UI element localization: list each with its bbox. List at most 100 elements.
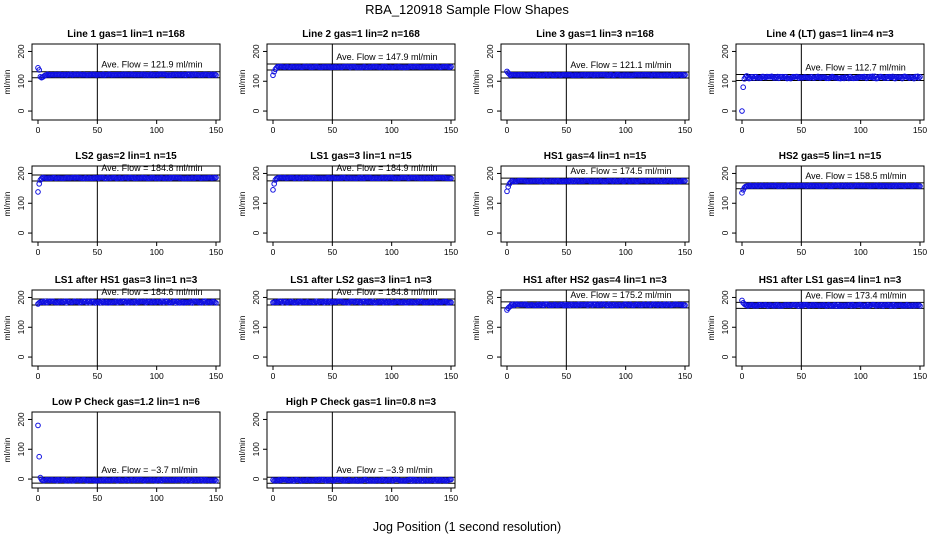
y-axis-label: ml/min — [706, 315, 716, 340]
x-tick-label: 50 — [328, 125, 338, 135]
x-tick-label: 100 — [619, 247, 633, 257]
x-tick-label: 0 — [36, 125, 41, 135]
y-axis-label: ml/min — [2, 315, 12, 340]
figure-x-axis-title: Jog Position (1 second resolution) — [373, 520, 561, 534]
panel-2: Line 2 gas=1 lin=2 n=168 0 100 200 ml/min 0 50… — [237, 29, 458, 135]
y-tick-label: 0 — [720, 354, 730, 359]
average-label: Ave. Flow = 121.9 ml/min — [101, 60, 202, 70]
x-tick-label: 150 — [444, 125, 458, 135]
y-tick-label: 100 — [720, 320, 730, 334]
x-tick-label: 150 — [444, 371, 458, 381]
average-label: Ave. Flow = 175.2 ml/min — [570, 290, 671, 300]
data-point — [504, 188, 510, 195]
x-tick-label: 100 — [150, 247, 164, 257]
data-point — [37, 73, 44, 80]
x-tick-label: 150 — [444, 493, 458, 503]
y-tick-label: 200 — [251, 412, 261, 426]
average-label: Ave. Flow = 112.7 ml/min — [805, 62, 905, 72]
x-tick-label: 100 — [385, 493, 399, 503]
y-tick-label: 200 — [485, 166, 495, 180]
data-point — [270, 72, 276, 79]
x-tick-label: 0 — [505, 247, 510, 257]
data-point — [35, 422, 41, 429]
data-point — [682, 302, 688, 309]
y-tick-label: 0 — [16, 108, 26, 113]
y-tick-label: 0 — [720, 230, 730, 235]
plot-frame — [735, 289, 925, 367]
panel-title: Line 4 (LT) gas=1 lin=4 n=3 — [766, 29, 894, 40]
figure-title: RBA_120918 Sample Flow Shapes — [365, 2, 569, 17]
x-tick-label: 50 — [328, 371, 338, 381]
y-axis-label: ml/min — [2, 69, 12, 94]
y-tick-label: 0 — [485, 354, 495, 359]
x-tick-label: 100 — [854, 371, 868, 381]
data-point — [740, 84, 746, 91]
y-tick-label: 200 — [720, 44, 730, 58]
x-tick-label: 0 — [36, 493, 41, 503]
panel-5: LS2 gas=2 lin=1 n=15 0 100 200 ml/min 0 50 100 1… — [2, 151, 223, 257]
average-label: Ave. Flow = 147.9 ml/min — [336, 52, 437, 62]
y-tick-label: 0 — [16, 230, 26, 235]
y-axis-label: ml/min — [237, 315, 247, 340]
data-point — [213, 174, 219, 181]
data-point — [837, 75, 844, 82]
y-tick-label: 100 — [720, 74, 730, 88]
x-tick-label: 50 — [562, 371, 572, 381]
data-point — [36, 453, 42, 460]
panel-4: Line 4 (LT) gas=1 lin=4 n=3 0 100 200 ml/min… — [706, 29, 927, 135]
y-tick-label: 200 — [485, 290, 495, 304]
x-tick-label: 100 — [385, 125, 399, 135]
x-tick-label: 150 — [678, 371, 692, 381]
x-tick-label: 50 — [93, 247, 103, 257]
average-label: Ave. Flow = 184.9 ml/min — [336, 163, 437, 173]
x-tick-label: 50 — [93, 493, 103, 503]
y-axis-label: ml/min — [706, 69, 716, 94]
y-axis-label: ml/min — [237, 191, 247, 216]
panel-6: LS1 gas=3 lin=1 n=15 0 100 200 ml/min 0 50 100 1… — [237, 151, 458, 257]
data-point — [213, 72, 219, 78]
panel-9: LS1 after HS1 gas=3 lin=1 n=3 0 100 200 ml/m… — [2, 275, 223, 381]
panel-title: Low P Check gas=1.2 lin=1 n=6 — [52, 397, 200, 408]
x-tick-label: 100 — [150, 125, 164, 135]
data-point — [448, 299, 454, 306]
data-point — [739, 190, 745, 196]
y-tick-label: 100 — [720, 196, 730, 210]
y-tick-label: 0 — [251, 476, 261, 481]
panel-1: Line 1 gas=1 lin=1 n=168 0 100 200 ml/min 0 50… — [2, 29, 223, 135]
y-axis-label: ml/min — [471, 191, 481, 216]
y-tick-label: 200 — [251, 290, 261, 304]
y-tick-label: 100 — [16, 196, 26, 210]
x-tick-label: 50 — [328, 493, 338, 503]
y-tick-label: 200 — [16, 412, 26, 426]
panel-title: Line 2 gas=1 lin=2 n=168 — [302, 29, 420, 40]
data-point — [739, 108, 745, 114]
panel-title: HS1 after LS1 gas=4 lin=1 n=3 — [759, 275, 902, 286]
y-tick-label: 100 — [251, 74, 261, 88]
panel-title: LS1 after HS1 gas=3 lin=1 n=3 — [55, 275, 198, 286]
average-label: Ave. Flow = 173.4 ml/min — [805, 290, 906, 300]
x-tick-label: 150 — [209, 371, 223, 381]
plot-frame — [500, 165, 690, 243]
x-tick-label: 150 — [913, 247, 927, 257]
panel-10: LS1 after LS2 gas=3 lin=1 n=3 0 100 200 ml/m… — [237, 275, 458, 381]
average-label: Ave. Flow = −3.7 ml/min — [101, 465, 197, 475]
x-tick-label: 50 — [562, 125, 572, 135]
data-point — [213, 300, 219, 306]
average-label: Ave. Flow = 174.5 ml/min — [570, 166, 671, 176]
panel-title: Line 3 gas=1 lin=3 n=168 — [536, 29, 654, 40]
panel-title: LS2 gas=2 lin=1 n=15 — [75, 151, 177, 162]
x-tick-label: 100 — [385, 247, 399, 257]
data-point — [505, 184, 511, 190]
y-tick-label: 0 — [251, 230, 261, 235]
x-tick-label: 150 — [913, 125, 927, 135]
x-tick-label: 150 — [209, 125, 223, 135]
x-tick-label: 100 — [150, 371, 164, 381]
average-label: Ave. Flow = 184.8 ml/min — [336, 287, 437, 297]
y-tick-label: 100 — [485, 320, 495, 334]
x-tick-label: 0 — [271, 125, 276, 135]
average-label: Ave. Flow = 158.5 ml/min — [805, 171, 906, 181]
data-point — [779, 73, 786, 80]
x-tick-label: 0 — [740, 371, 745, 381]
